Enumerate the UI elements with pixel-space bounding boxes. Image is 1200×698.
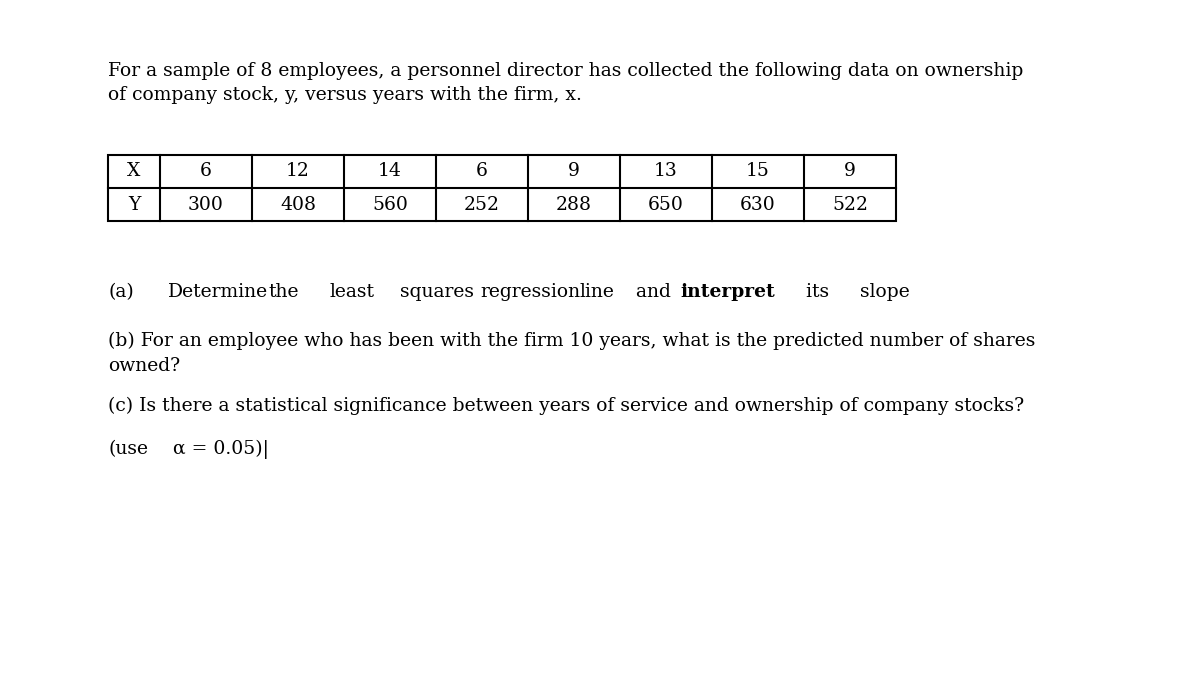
Text: 560: 560 — [372, 195, 408, 214]
Text: interpret: interpret — [680, 283, 775, 301]
Text: squares: squares — [400, 283, 474, 301]
Text: 12: 12 — [286, 163, 310, 181]
Text: For a sample of 8 employees, a personnel director has collected the following da: For a sample of 8 employees, a personnel… — [108, 62, 1024, 80]
Text: α = 0.05)|: α = 0.05)| — [173, 440, 269, 459]
Text: 288: 288 — [556, 195, 592, 214]
Text: (c) Is there a statistical significance between years of service and ownership o: (c) Is there a statistical significance … — [108, 397, 1024, 415]
Text: 9: 9 — [568, 163, 580, 181]
Text: of company stock, y, versus years with the firm, x.: of company stock, y, versus years with t… — [108, 86, 582, 104]
Text: and: and — [636, 283, 677, 301]
Text: X: X — [127, 163, 140, 181]
Text: 650: 650 — [648, 195, 684, 214]
Text: (a): (a) — [108, 283, 133, 301]
Text: 522: 522 — [832, 195, 868, 214]
Bar — [108, 155, 896, 221]
Text: 6: 6 — [200, 163, 212, 181]
Text: slope: slope — [860, 283, 910, 301]
Text: (use: (use — [108, 440, 148, 458]
Text: 13: 13 — [654, 163, 678, 181]
Text: 252: 252 — [464, 195, 500, 214]
Text: its: its — [800, 283, 829, 301]
Text: (b) For an employee who has been with the firm 10 years, what is the predicted n: (b) For an employee who has been with th… — [108, 332, 1036, 350]
Text: 15: 15 — [746, 163, 770, 181]
Text: least: least — [330, 283, 374, 301]
Text: owned?: owned? — [108, 357, 180, 375]
Text: 6: 6 — [476, 163, 488, 181]
Text: line: line — [580, 283, 614, 301]
Text: Determine: Determine — [168, 283, 268, 301]
Text: 14: 14 — [378, 163, 402, 181]
Text: 300: 300 — [188, 195, 224, 214]
Text: regression: regression — [480, 283, 580, 301]
Text: 630: 630 — [740, 195, 776, 214]
Text: the: the — [268, 283, 299, 301]
Text: 9: 9 — [844, 163, 856, 181]
Text: Y: Y — [128, 195, 140, 214]
Text: 408: 408 — [280, 195, 316, 214]
